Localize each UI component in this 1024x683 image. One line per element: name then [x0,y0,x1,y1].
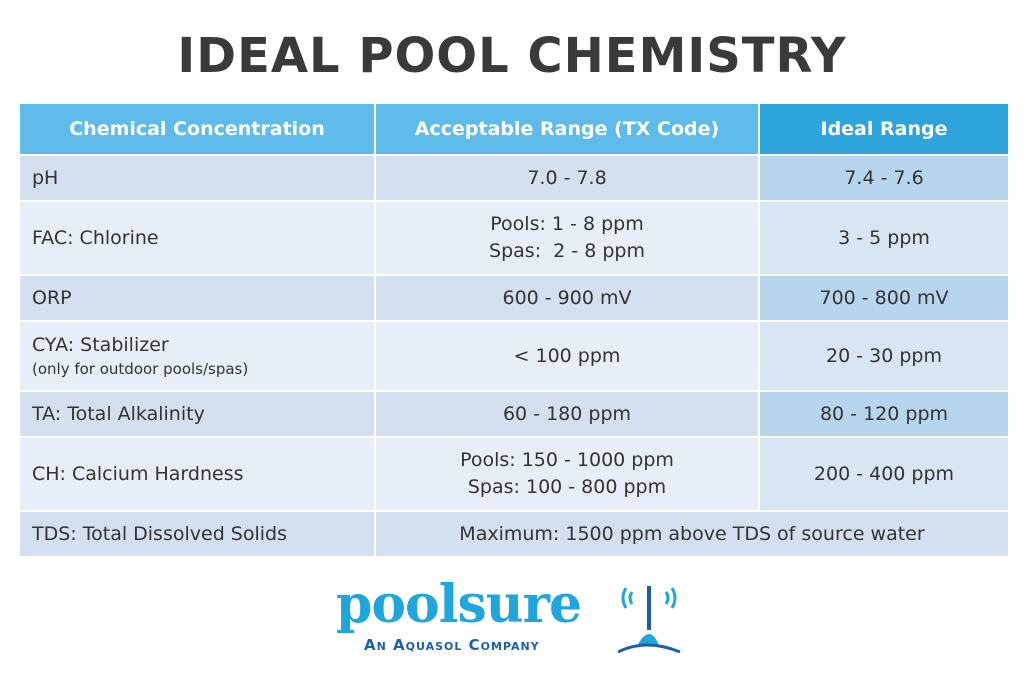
acceptable-line: Pools: 1 - 8 ppm [490,213,644,236]
row-acceptable: Pools: 1 - 8 ppm Spas: 2 - 8 ppm [374,200,760,276]
acceptable-line: Pools: 150 - 1000 ppm [460,449,674,472]
row-acceptable: 60 - 180 ppm [374,390,760,438]
acceptable-line: Spas: 100 - 800 ppm [467,476,667,498]
table-row: ORP 600 - 900 mV 700 - 800 mV [18,274,1010,322]
chemistry-table: Chemical Concentration Acceptable Range … [18,102,1010,558]
row-acceptable: 600 - 900 mV [374,274,760,322]
table-row: TA: Total Alkalinity 60 - 180 ppm 80 - 1… [18,390,1010,438]
row-merged-value: Maximum: 1500 ppm above TDS of source wa… [374,510,1010,558]
row-note: (only for outdoor pools/spas) [32,359,249,378]
row-acceptable: 7.0 - 7.8 [374,154,760,202]
logo-wordmark: poolsure [336,574,582,635]
row-acceptable: < 100 ppm [374,320,760,392]
row-name: pH [18,154,376,202]
table-row: CYA: Stabilizer (only for outdoor pools/… [18,320,1010,392]
row-ideal: 700 - 800 mV [758,274,1010,322]
header-chemical-concentration: Chemical Concentration [18,102,376,156]
row-name: TDS: Total Dissolved Solids [18,510,376,558]
row-name: CH: Calcium Hardness [18,436,376,512]
row-name: CYA: Stabilizer (only for outdoor pools/… [18,320,376,392]
page-title: IDEAL POOL CHEMISTRY [177,28,847,84]
water-drop-icon [617,586,681,654]
row-ideal: 7.4 - 7.6 [758,154,1010,202]
row-name-text: CYA: Stabilizer [32,334,169,357]
row-ideal: 80 - 120 ppm [758,390,1010,438]
row-name: ORP [18,274,376,322]
row-ideal: 200 - 400 ppm [758,436,1010,512]
acceptable-line: Spas: 2 - 8 ppm [489,240,645,262]
table-row: pH 7.0 - 7.8 7.4 - 7.6 [18,154,1010,202]
header-acceptable-range: Acceptable Range (TX Code) [374,102,760,156]
row-name: TA: Total Alkalinity [18,390,376,438]
row-acceptable: Pools: 150 - 1000 ppm Spas: 100 - 800 pp… [374,436,760,512]
table-row: TDS: Total Dissolved Solids Maximum: 150… [18,510,1010,558]
poolsure-logo: poolsure An Aquasol Company [336,574,696,660]
table-row: CH: Calcium Hardness Pools: 150 - 1000 p… [18,436,1010,512]
row-ideal: 20 - 30 ppm [758,320,1010,392]
row-name: FAC: Chlorine [18,200,376,276]
header-ideal-range: Ideal Range [758,102,1010,156]
table-row: FAC: Chlorine Pools: 1 - 8 ppm Spas: 2 -… [18,200,1010,276]
logo-tagline: An Aquasol Company [364,636,540,654]
row-ideal: 3 - 5 ppm [758,200,1010,276]
table-header-row: Chemical Concentration Acceptable Range … [18,102,1010,156]
